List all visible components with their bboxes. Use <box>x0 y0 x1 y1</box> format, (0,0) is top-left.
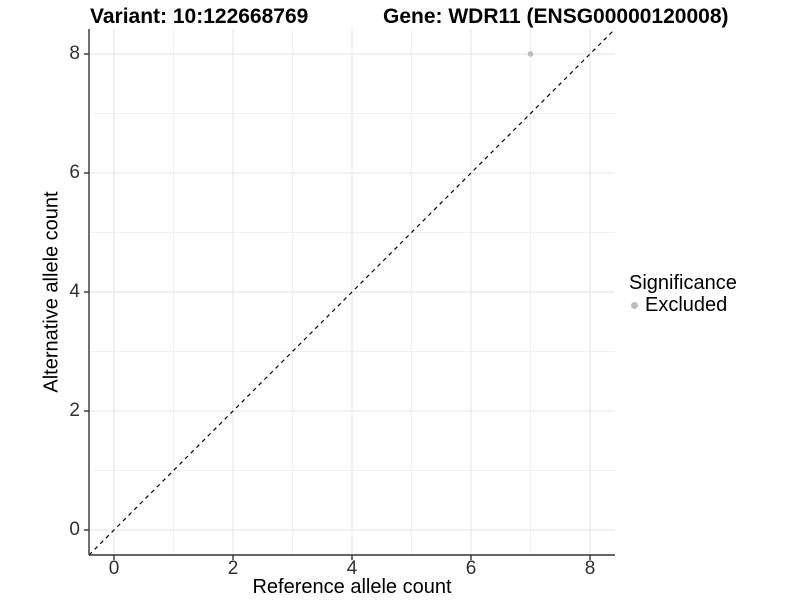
y-tick-label: 8 <box>69 42 80 64</box>
y-tick-label: 4 <box>69 281 80 302</box>
y-tick-label: 2 <box>69 400 80 421</box>
plot-title-gene: Gene: WDR11 (ENSG00000120008) <box>383 5 729 28</box>
legend-item: Excluded <box>631 294 737 316</box>
legend: Significance Excluded <box>629 272 737 316</box>
legend-title: Significance <box>629 272 737 294</box>
x-tick-label: 4 <box>346 558 358 579</box>
y-tick-label: 6 <box>69 161 80 183</box>
data-point <box>527 51 534 57</box>
x-tick-label: 2 <box>227 558 239 579</box>
x-axis-title: Reference allele count <box>252 576 452 598</box>
x-tick-label: 6 <box>465 558 477 579</box>
x-tick-label: 0 <box>108 558 120 579</box>
x-tick-label: 8 <box>584 558 596 579</box>
legend-item-label: Excluded <box>645 294 728 316</box>
y-tick-label: 0 <box>69 519 80 540</box>
legend-items: Excluded <box>629 294 737 316</box>
y-axis-title: Alternative allele count <box>40 191 63 393</box>
plot-title-variant: Variant: 10:122668769 <box>90 5 309 28</box>
identity-line <box>88 28 616 556</box>
legend-point-icon <box>631 301 638 309</box>
